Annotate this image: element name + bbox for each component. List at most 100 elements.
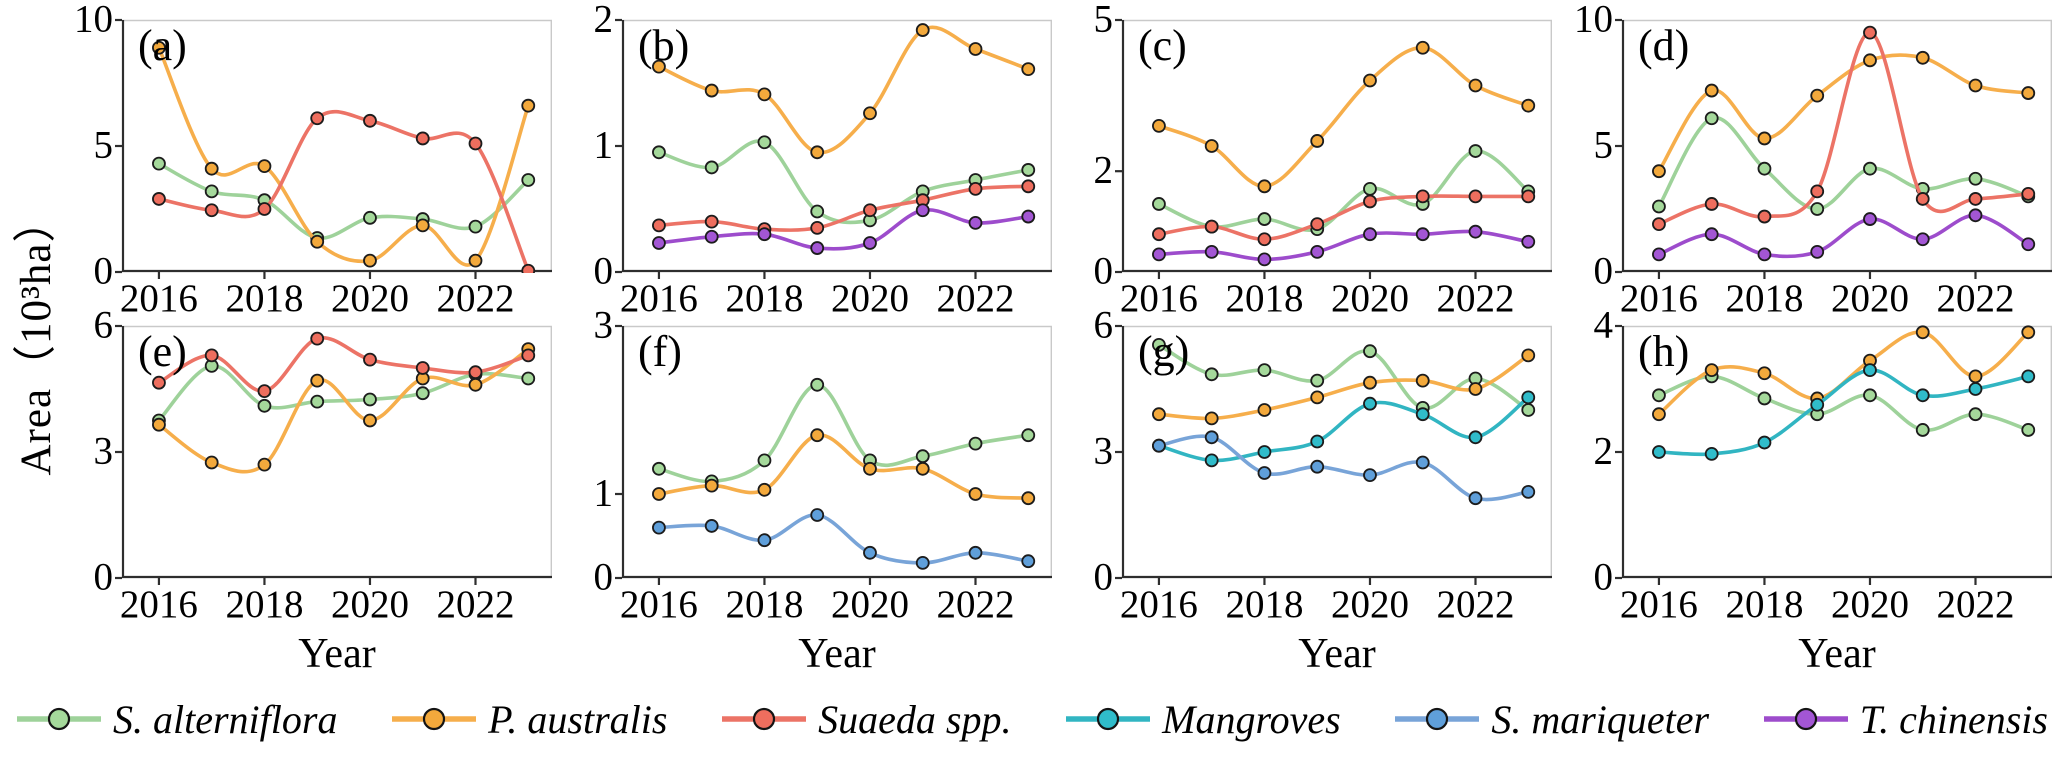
data-point-marker bbox=[1968, 78, 1983, 93]
data-point-marker bbox=[1415, 189, 1430, 204]
data-point-marker bbox=[1521, 484, 1536, 499]
subplot-a: (a) 0 5 10 2016 2018 2020 2022 bbox=[64, 0, 564, 318]
data-point-marker bbox=[1652, 217, 1666, 232]
x-tick-label: 2018 bbox=[1225, 583, 1304, 626]
data-point-marker bbox=[1204, 411, 1219, 426]
data-point-marker bbox=[1363, 181, 1377, 196]
chart-svg-c bbox=[1115, 18, 1552, 279]
data-point-marker bbox=[704, 214, 719, 229]
subplot-d: (d) 0 5 10 2016 2018 2020 2022 bbox=[1564, 0, 2064, 320]
data-point-marker bbox=[1257, 179, 1272, 194]
data-point-marker bbox=[363, 210, 377, 225]
data-point-marker bbox=[968, 545, 983, 560]
y-tick-label: 6 bbox=[93, 303, 114, 347]
data-point-marker bbox=[1152, 118, 1166, 133]
data-point-marker bbox=[1310, 434, 1325, 449]
legend-item-t-chinensis: T. chinensis bbox=[1763, 696, 2048, 743]
legend-label: Suaeda spp. bbox=[818, 696, 1012, 742]
data-point-marker bbox=[915, 449, 930, 464]
data-point-marker bbox=[363, 352, 377, 367]
data-point-marker bbox=[1810, 244, 1825, 259]
x-tick-label: 2022 bbox=[1936, 277, 2015, 320]
x-axis-title: Year bbox=[1798, 631, 1876, 677]
data-point-marker bbox=[521, 263, 536, 273]
x-tick-label: 2018 bbox=[1725, 277, 1804, 320]
x-tick-label: 2016 bbox=[119, 277, 198, 320]
data-point-marker bbox=[1704, 197, 1719, 211]
x-tick-label: 2018 bbox=[725, 583, 804, 626]
plot-area-a: (a) 0 5 10 2016 2018 2020 2022 bbox=[74, 0, 552, 318]
series-line-p-australis bbox=[657, 25, 1031, 155]
x-tick-label: 2020 bbox=[1830, 277, 1909, 320]
legend-swatch-suaeda-spp-icon bbox=[722, 707, 807, 731]
x-tick-label: 2016 bbox=[1119, 583, 1198, 626]
data-point-marker bbox=[1257, 363, 1272, 377]
plot-area-h: (h) 0 2 4 2016 2018 2020 2022 bbox=[1594, 306, 2052, 624]
data-point-marker bbox=[415, 361, 430, 375]
y-tick-label: 1 bbox=[593, 471, 614, 515]
data-point-marker bbox=[2021, 369, 2036, 384]
legend-label: T. chinensis bbox=[1859, 696, 2048, 742]
data-point-marker bbox=[1257, 252, 1272, 267]
data-point-marker bbox=[1363, 73, 1377, 88]
y-tick-label: 0 bbox=[1093, 249, 1114, 293]
data-point-marker bbox=[915, 203, 930, 218]
x-tick-label: 2018 bbox=[1725, 583, 1804, 626]
x-tick-label: 2018 bbox=[1225, 277, 1304, 320]
data-point-marker bbox=[968, 436, 983, 451]
data-point-marker bbox=[915, 555, 930, 570]
legend-swatch-p-australis-icon bbox=[392, 707, 477, 731]
data-point-marker bbox=[810, 377, 825, 392]
data-point-marker bbox=[1652, 388, 1666, 403]
y-tick-label: 2 bbox=[1593, 429, 1614, 473]
x-tick-label: 2022 bbox=[436, 583, 515, 626]
x-tick-label: 2022 bbox=[936, 277, 1015, 320]
data-point-marker bbox=[415, 218, 430, 233]
data-point-marker bbox=[152, 192, 166, 206]
y-tick-label: 3 bbox=[593, 303, 614, 347]
y-axis-title-text: Area（10³ha） bbox=[13, 198, 60, 476]
y-tick-label: 5 bbox=[1093, 0, 1114, 41]
x-tick-label: 2020 bbox=[1830, 583, 1909, 626]
x-tick-label: 2018 bbox=[725, 277, 804, 320]
data-point-marker bbox=[1468, 430, 1483, 445]
data-point-marker bbox=[810, 508, 825, 522]
x-tick-label: 2020 bbox=[830, 277, 909, 320]
plot-area-e: (e) 0 3 6 2016 2018 2020 2022 bbox=[94, 306, 552, 624]
data-point-marker bbox=[1915, 50, 1930, 65]
data-point-marker bbox=[1152, 227, 1166, 242]
data-point-marker bbox=[757, 533, 772, 548]
chart-svg-h bbox=[1615, 324, 2052, 585]
x-tick-label: 2016 bbox=[1619, 583, 1698, 626]
data-point-marker bbox=[863, 461, 877, 476]
data-point-marker bbox=[1468, 78, 1483, 93]
data-point-marker bbox=[1415, 455, 1430, 470]
data-point-marker bbox=[521, 348, 536, 363]
data-point-marker bbox=[2021, 325, 2036, 340]
data-point-marker bbox=[1757, 391, 1772, 406]
data-point-marker bbox=[863, 236, 877, 250]
data-point-marker bbox=[363, 253, 377, 268]
data-point-marker bbox=[1310, 217, 1325, 232]
data-point-marker bbox=[1757, 209, 1772, 224]
data-point-marker bbox=[1968, 382, 1983, 396]
data-point-marker bbox=[1021, 209, 1036, 224]
data-point-marker bbox=[1363, 194, 1377, 209]
data-point-marker bbox=[468, 253, 483, 268]
legend-item-mangroves: Mangroves bbox=[1065, 696, 1341, 743]
legend-label: S. mariqueter bbox=[1491, 696, 1710, 742]
data-point-marker bbox=[1021, 428, 1036, 443]
data-point-marker bbox=[1152, 197, 1166, 211]
series-line-t-chinensis bbox=[1657, 213, 2031, 259]
data-point-marker bbox=[1468, 382, 1483, 396]
data-point-marker bbox=[1652, 407, 1666, 422]
data-point-marker bbox=[1521, 189, 1536, 204]
legend-label: Mangroves bbox=[1162, 696, 1341, 742]
data-point-marker bbox=[704, 160, 719, 175]
x-tick-label: 2022 bbox=[436, 277, 515, 320]
data-point-marker bbox=[1863, 363, 1877, 377]
data-point-marker bbox=[204, 203, 219, 218]
data-point-marker bbox=[1968, 171, 1983, 186]
data-point-marker bbox=[1257, 403, 1272, 417]
series-line-suaeda-spp- bbox=[1657, 30, 2031, 226]
